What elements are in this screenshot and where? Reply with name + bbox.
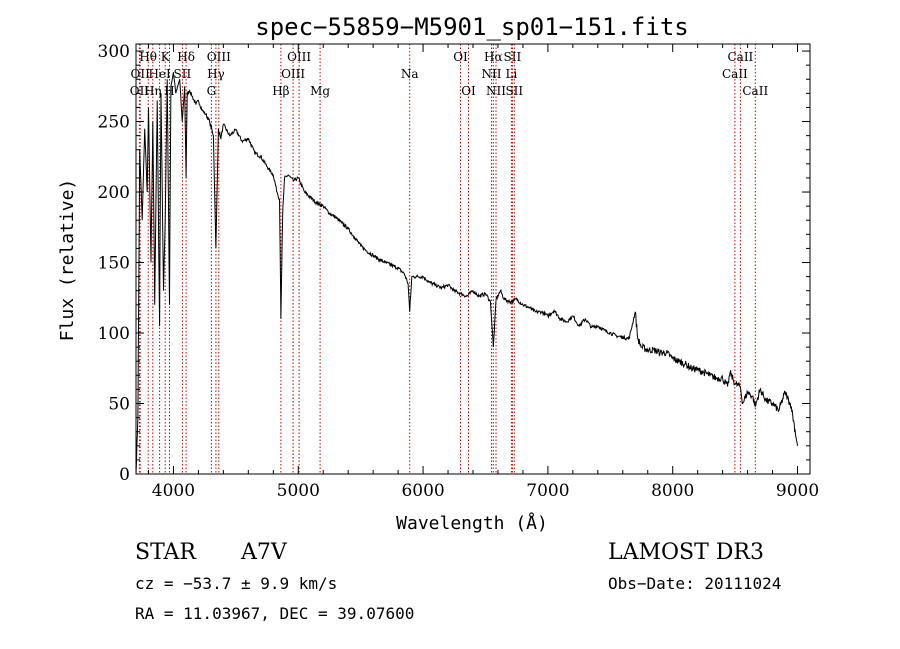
line-marker-label: SII (504, 50, 522, 64)
line-marker-layer (138, 44, 756, 474)
y-tick-label: 0 (119, 465, 130, 485)
line-marker-label: CaII (742, 84, 768, 98)
line-marker-label: Hα (484, 50, 503, 64)
line-marker-label: NII (486, 84, 506, 98)
line-marker-label: G (207, 84, 217, 98)
object-subclass: A7V (240, 540, 288, 565)
line-marker-label: Hδ (177, 50, 195, 64)
y-tick-label: 250 (98, 113, 130, 133)
x-tick-label: 7000 (526, 481, 569, 501)
line-marker-label: SII (174, 67, 192, 81)
redshift-value: cz = −53.7 ± 9.9 km/s (135, 574, 337, 593)
observation-date: Obs−Date: 20111024 (608, 574, 781, 593)
line-marker-label: OIII (287, 50, 311, 64)
tick-layer: 4000 5000 6000 7000 8000 9000 0 50 100 150 200 250 3… (98, 42, 820, 501)
line-marker-label: CaII (722, 67, 748, 81)
coordinates: RA = 11.03967, DEC = 39.07600 (135, 604, 414, 623)
line-marker-label: Hη (144, 84, 162, 98)
line-marker-label: K (161, 50, 171, 64)
x-tick-label: 8000 (651, 481, 694, 501)
y-tick-label: 50 (108, 395, 130, 415)
object-class: STAR (135, 540, 197, 565)
line-marker-label: OII (130, 84, 150, 98)
line-marker-label: OIII (207, 50, 231, 64)
chart-title: spec−55859−M5901_sp01−151.fits (255, 13, 688, 41)
x-axis-label: Wavelength (Å) (396, 512, 548, 534)
line-marker-label: HeI (148, 67, 171, 81)
y-tick-label: 300 (98, 42, 130, 62)
line-marker-label: NII (482, 67, 502, 81)
line-marker-label: Na (401, 67, 419, 81)
line-marker-label: OIII (281, 67, 305, 81)
line-marker-label: Hθ (139, 50, 157, 64)
y-tick-label: 150 (98, 254, 130, 274)
line-marker-label: Li (505, 67, 517, 81)
spectrum-layer (135, 72, 798, 475)
spectrum-line (135, 72, 798, 475)
x-tick-label: 6000 (401, 481, 444, 501)
line-label-layer: OIIHθOIIHηHeIKHSIIHδGOIIIHγHβOIIIOIIIMgN… (130, 50, 769, 98)
y-tick-label: 200 (98, 183, 130, 203)
x-tick-label: 4000 (152, 481, 195, 501)
line-marker-label: H (164, 84, 174, 98)
line-marker-label: Hγ (207, 67, 225, 81)
plot-frame (135, 43, 811, 475)
y-tick-label: 100 (98, 324, 130, 344)
x-tick-label: 9000 (776, 481, 819, 501)
y-axis-label: Flux (relative) (57, 179, 78, 342)
survey-name: LAMOST DR3 (608, 540, 764, 565)
line-marker-label: OI (453, 50, 468, 64)
line-marker-label: OII (131, 67, 151, 81)
line-marker-label: SII (505, 84, 523, 98)
line-marker-label: Mg (310, 84, 330, 98)
line-marker-label: CaII (727, 50, 753, 64)
x-tick-label: 5000 (277, 481, 320, 501)
line-marker-label: OI (461, 84, 476, 98)
line-marker-label: Hβ (272, 84, 289, 98)
